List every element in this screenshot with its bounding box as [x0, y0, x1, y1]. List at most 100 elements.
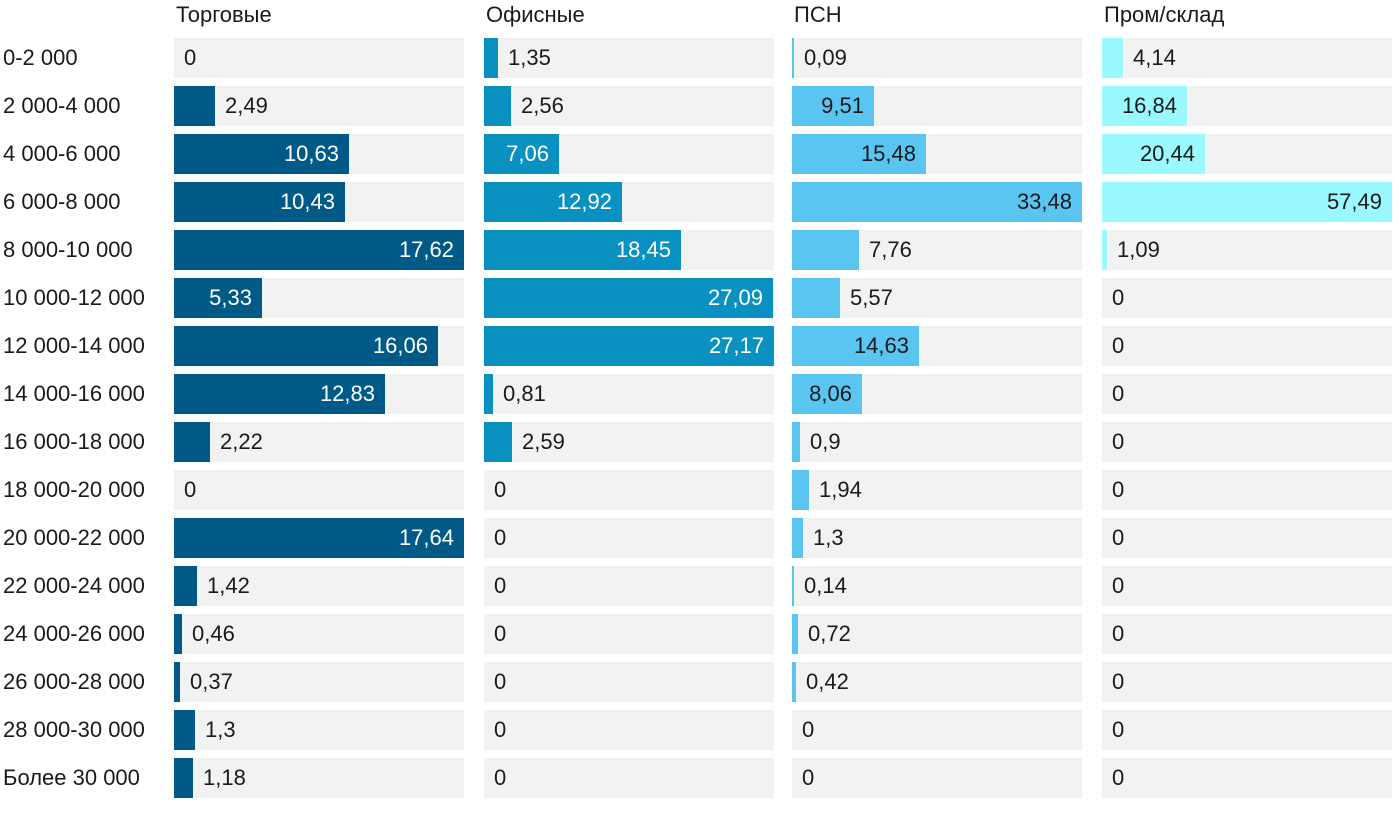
bar	[174, 758, 193, 798]
bar-track: 27,09	[484, 278, 774, 318]
category-label: 2 000-4 000	[3, 93, 121, 118]
category-label: 28 000-30 000	[3, 717, 145, 742]
bar	[484, 182, 622, 222]
bar	[174, 278, 262, 318]
bar	[484, 230, 681, 270]
data-label: 1,09	[1117, 237, 1160, 262]
data-label: 1,94	[819, 477, 862, 502]
data-label: 0	[1112, 477, 1125, 502]
bar-track: 17,62	[174, 230, 464, 270]
bar	[484, 134, 559, 174]
category-label: 6 000-8 000	[3, 189, 121, 214]
bar-track: 1,09	[1102, 230, 1392, 270]
data-label: 0	[494, 765, 507, 790]
data-label: 0,14	[804, 573, 847, 598]
bar-track: 0,9	[792, 422, 1082, 462]
data-label: 17,62	[398, 237, 454, 262]
bar-track: 0,81	[484, 374, 774, 414]
data-label: 0	[494, 621, 507, 646]
bar-track: 10,43	[174, 182, 464, 222]
bar	[174, 230, 464, 270]
bar	[792, 662, 796, 702]
bar-track: 0,09	[792, 38, 1082, 78]
bar	[1102, 230, 1107, 270]
bar-track: 0	[1102, 422, 1392, 462]
bar	[792, 134, 926, 174]
bar-track: 0,14	[792, 566, 1082, 606]
bar-track: 0	[484, 662, 774, 702]
bar-track: 0	[1102, 566, 1392, 606]
data-label: 2,56	[521, 93, 564, 118]
bar	[174, 710, 195, 750]
category-label: 4 000-6 000	[3, 141, 121, 166]
bar-track: 1,35	[484, 38, 774, 78]
bar	[792, 566, 794, 606]
bar-track: 0	[1102, 662, 1392, 702]
data-label: 57,49	[1326, 189, 1382, 214]
data-label: 12,83	[319, 381, 375, 406]
bar	[792, 374, 862, 414]
data-label: 9,51	[821, 93, 864, 118]
category-label: 16 000-18 000	[3, 429, 145, 454]
data-label: 0	[802, 717, 815, 742]
bar-track: 0,46	[174, 614, 464, 654]
bar-track: 0	[484, 566, 774, 606]
data-label: 0,09	[804, 45, 847, 70]
bar-track: 0	[484, 758, 774, 798]
data-label: 0	[494, 477, 507, 502]
bar	[792, 278, 840, 318]
data-label: 8,06	[809, 381, 852, 406]
bar-track: 12,83	[174, 374, 464, 414]
bar-track: 12,92	[484, 182, 774, 222]
data-label: 18,45	[615, 237, 671, 262]
data-label: 17,64	[398, 525, 454, 550]
data-label: 0	[494, 525, 507, 550]
bar	[792, 326, 919, 366]
data-label: 0	[1112, 525, 1125, 550]
bar-track: 27,17	[484, 326, 774, 366]
bar	[1102, 182, 1392, 222]
data-label: 16,06	[372, 333, 428, 358]
panel-title: Торговые	[176, 2, 272, 27]
bar	[174, 134, 349, 174]
data-label: 0	[494, 573, 507, 598]
data-label: 0	[1112, 381, 1125, 406]
data-label: 0	[184, 477, 197, 502]
data-label: 7,06	[506, 141, 549, 166]
bar-track: 2,49	[174, 86, 464, 126]
bar-track: 1,42	[174, 566, 464, 606]
bar	[174, 326, 438, 366]
data-label: 0	[184, 45, 197, 70]
data-label: 0,46	[192, 621, 235, 646]
bar	[1102, 38, 1123, 78]
data-label: 0,37	[190, 669, 233, 694]
bar-track: 18,45	[484, 230, 774, 270]
data-label: 4,14	[1133, 45, 1176, 70]
bar-track: 17,64	[174, 518, 464, 558]
data-label: 0	[1112, 573, 1125, 598]
panel-title: Пром/склад	[1104, 2, 1225, 27]
bar-track: 0	[484, 518, 774, 558]
data-label: 0,9	[810, 429, 841, 454]
bar-track: 7,06	[484, 134, 774, 174]
bar-track: 16,06	[174, 326, 464, 366]
data-label: 12,92	[556, 189, 612, 214]
bar	[792, 38, 794, 78]
bar-track: 5,57	[792, 278, 1082, 318]
data-label: 2,49	[225, 93, 268, 118]
data-label: 1,42	[207, 573, 250, 598]
category-label: Более 30 000	[3, 765, 140, 790]
bar-track: 0	[1102, 614, 1392, 654]
bar-track: 0,37	[174, 662, 464, 702]
bar-track: 20,44	[1102, 134, 1392, 174]
bar	[174, 422, 210, 462]
bar-track: 7,76	[792, 230, 1082, 270]
bar	[792, 182, 1082, 222]
data-label: 7,76	[869, 237, 912, 262]
bar-track: 33,48	[792, 182, 1082, 222]
bar	[792, 86, 874, 126]
bar	[792, 518, 803, 558]
bar	[174, 614, 182, 654]
bar	[484, 374, 493, 414]
